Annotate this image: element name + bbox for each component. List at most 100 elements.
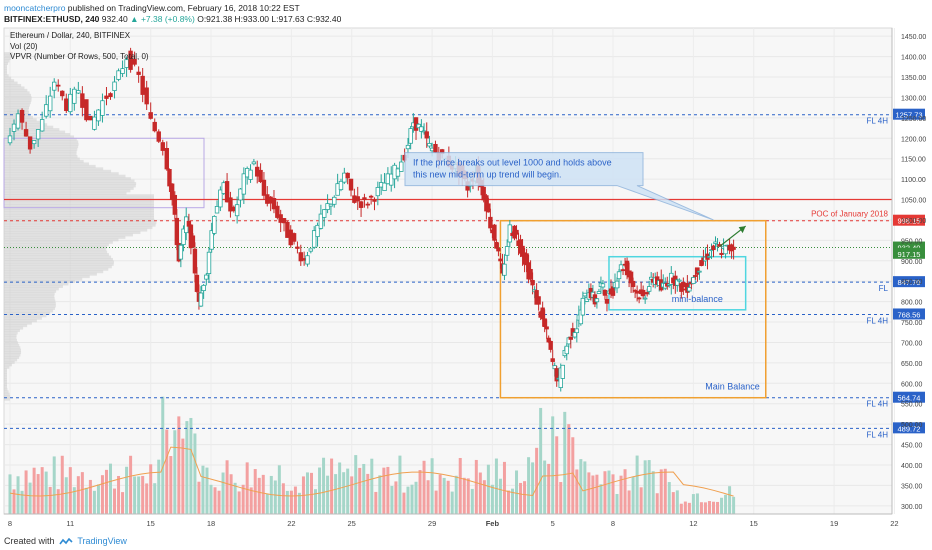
candle-body (646, 286, 652, 292)
indicator-label: VPVR (Number Of Rows, 500, Total, 0) (10, 52, 149, 61)
candle-body (209, 230, 214, 250)
vpvr-bar (4, 270, 104, 274)
mini-balance-label: mini-balance (672, 294, 723, 304)
level-label: FL 4H (867, 117, 889, 126)
volume-bar (458, 457, 462, 514)
candle-body (19, 109, 25, 123)
vpvr-bar (4, 83, 22, 87)
price-tag-text: 847.70 (898, 278, 921, 287)
tradingview-brand[interactable]: TradingView (77, 536, 127, 546)
author-link[interactable]: mooncatcherpro (4, 3, 66, 13)
annotation-text-line-2: this new mid-term up trend will begin. (413, 170, 562, 180)
candle-body (315, 224, 320, 237)
vpvr-bar (4, 71, 8, 75)
candle-body (640, 289, 646, 297)
vpvr-bar (4, 182, 137, 186)
volume-bar (732, 496, 736, 514)
vpvr-bar (4, 189, 131, 193)
vpvr-value-area (3, 137, 205, 209)
vpvr-bar (4, 91, 30, 95)
volume-bar (728, 486, 732, 514)
volume-bar (68, 467, 72, 514)
candle-body (305, 255, 310, 265)
volume-bar (237, 491, 241, 514)
time-axis-tick: 11 (66, 519, 74, 528)
time-axis-tick: 15 (750, 519, 758, 528)
volume-bar (265, 493, 269, 514)
candle-body (108, 93, 113, 97)
vpvr-bar (4, 324, 28, 328)
volume-bar (442, 477, 446, 514)
candle-body (604, 299, 610, 304)
volume-bar (720, 497, 724, 514)
volume-bar (366, 473, 370, 514)
candle-body (723, 245, 728, 255)
price-tag (893, 276, 925, 288)
vpvr-bar (4, 140, 79, 144)
candle-body (580, 297, 586, 316)
candle-body (618, 264, 624, 271)
price-tag (893, 241, 925, 253)
candle-body (372, 199, 377, 202)
vpvr-bar (4, 221, 157, 225)
vpvr-bar (4, 201, 154, 205)
candle-body (560, 364, 565, 379)
volume-bar (450, 491, 454, 514)
candle-body (498, 258, 503, 262)
candle-body (719, 252, 724, 255)
volume-bar (314, 489, 318, 514)
volume-bar (687, 502, 691, 514)
vpvr-bar (4, 142, 79, 146)
candle-body (132, 58, 137, 65)
ohlc-values: O:921.38 H:933.00 L:917.63 C:932.40 (197, 14, 342, 24)
volume-bar (48, 486, 52, 514)
vpvr-bar (4, 265, 112, 269)
candle-body (368, 195, 374, 198)
volume-bar (422, 460, 426, 514)
candle-body (218, 189, 223, 208)
candle-body (502, 263, 507, 276)
candle-body (416, 123, 421, 129)
candle-body (554, 368, 559, 382)
candle-body (80, 93, 85, 108)
volume-bar (627, 490, 631, 514)
vpvr-bar (4, 385, 7, 389)
vpvr-bar (4, 211, 154, 215)
time-axis-tick: 25 (348, 519, 356, 528)
volume-bar (539, 407, 543, 514)
volume-bar (402, 492, 406, 514)
volume-bar (490, 484, 494, 514)
price-axis-tick: 450.00 (901, 443, 923, 450)
volume-bar (583, 461, 587, 514)
vpvr-bar (4, 164, 96, 168)
candle-body (192, 248, 198, 274)
vpvr-bar (4, 382, 7, 386)
volume-ma-line (9, 446, 734, 497)
candle-body (214, 206, 220, 214)
vpvr-bar (4, 226, 153, 230)
vpvr-bar (4, 108, 29, 112)
footer: Created with TradingView (0, 533, 932, 550)
volume-bar (88, 479, 92, 514)
volume-bar (201, 465, 205, 514)
last-price: 932.40 (101, 14, 128, 24)
chart-title: Ethereum / Dollar, 240, BITFINEX (10, 31, 131, 40)
volume-bar (567, 424, 571, 514)
volume-bar (591, 475, 595, 514)
candle-body (261, 179, 267, 196)
candle-body (697, 270, 702, 273)
price-axis-tick: 1200.00 (901, 136, 926, 143)
candle-body (620, 269, 626, 272)
candle-body (693, 275, 698, 277)
volume-bar (398, 455, 402, 514)
candle-body (328, 203, 334, 207)
vpvr-bar (4, 150, 77, 154)
volume-bar (165, 429, 169, 514)
volume-bar (418, 470, 422, 514)
volume-bar (478, 472, 482, 514)
annotation-callout (404, 152, 714, 221)
candle-body (488, 216, 493, 229)
candle-body (228, 197, 233, 212)
vpvr-bar (4, 54, 12, 58)
